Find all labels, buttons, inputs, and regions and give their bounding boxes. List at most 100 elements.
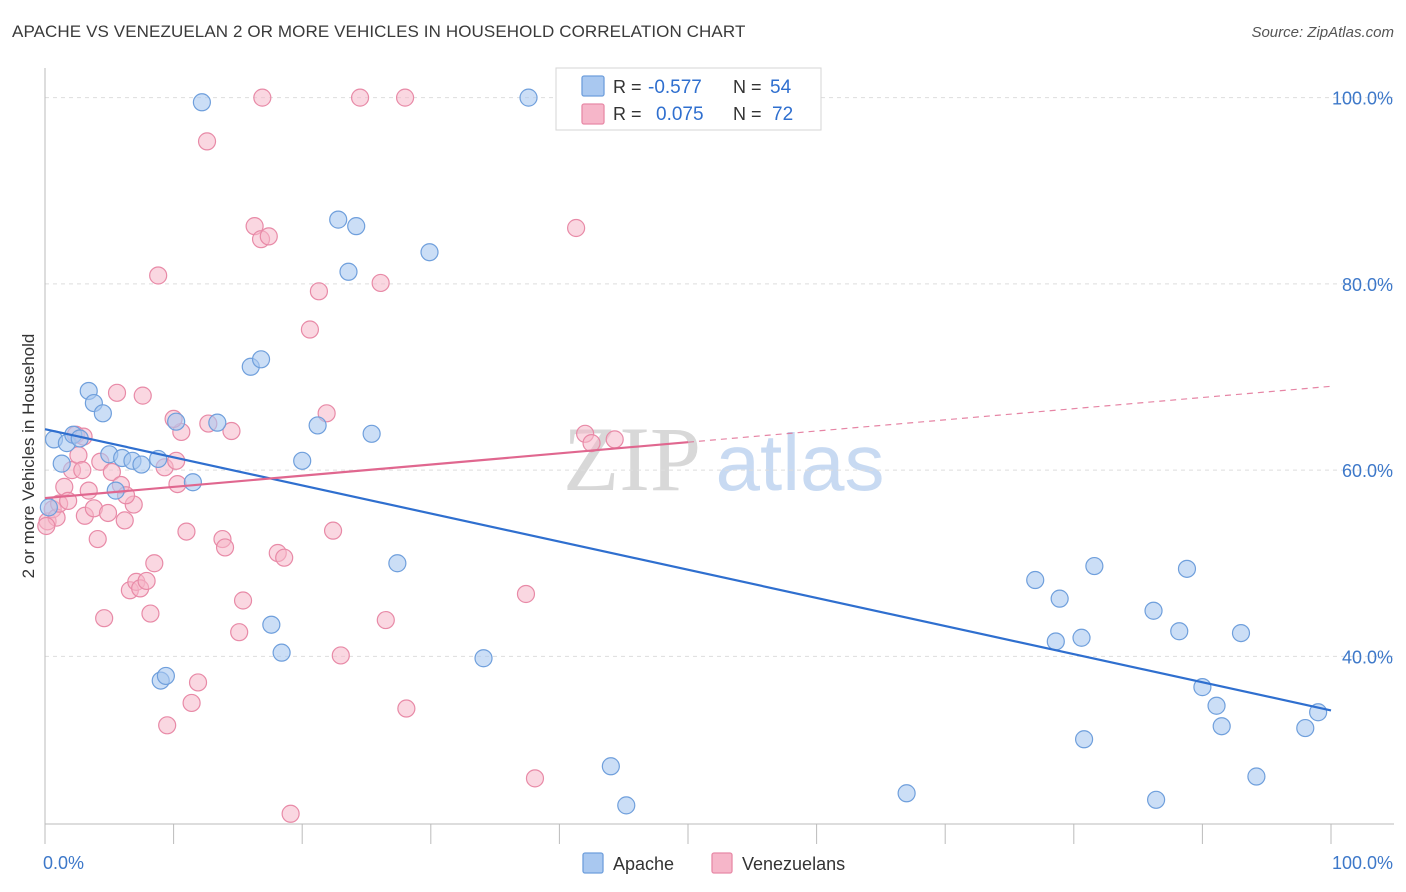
y-tick-label-100: 100.0% bbox=[1332, 89, 1393, 109]
apache-point-2 bbox=[52, 454, 71, 473]
bottom-legend: Apache Venezuelans bbox=[582, 852, 845, 874]
apache-point-23 bbox=[262, 615, 281, 634]
venezuelans-trend-line-extension bbox=[687, 385, 1332, 443]
apache-point-13 bbox=[132, 455, 151, 474]
venezuelans-point-51 bbox=[300, 320, 320, 339]
venezuelans-point-38 bbox=[188, 673, 208, 692]
apache-point-53 bbox=[1296, 718, 1315, 738]
legend-n-value-venezuelans: 72 bbox=[772, 104, 793, 125]
apache-point-8 bbox=[93, 404, 112, 423]
legend-box: R = -0.577 N = 54 R = 0.075 N = 72 bbox=[555, 67, 822, 131]
y-axis-label: 2 or more Vehicles in Household bbox=[19, 334, 38, 579]
venezuelans-point-43 bbox=[230, 623, 249, 642]
legend-n-value-apache: 54 bbox=[770, 77, 792, 98]
venezuelans-point-50 bbox=[281, 804, 300, 823]
venezuelans-point-13 bbox=[88, 529, 107, 549]
apache-point-43 bbox=[1085, 556, 1104, 576]
apache-point-27 bbox=[329, 210, 348, 229]
venezuelans-point-66 bbox=[253, 88, 272, 107]
x-tick-label-max: 100.0% bbox=[1332, 853, 1393, 873]
legend-swatch-apache bbox=[581, 75, 605, 97]
apache-point-0 bbox=[39, 498, 58, 517]
venezuelans-point-55 bbox=[331, 646, 350, 665]
venezuelans-point-37 bbox=[182, 693, 201, 713]
venezuelans-point-44 bbox=[233, 591, 253, 610]
chart-title: APACHE VS VENEZUELAN 2 OR MORE VEHICLES … bbox=[12, 22, 746, 41]
apache-point-22 bbox=[251, 350, 271, 369]
apache-point-50 bbox=[1212, 717, 1231, 736]
x-tick-label-min: 0.0% bbox=[43, 853, 84, 873]
legend-r-value-apache: -0.577 bbox=[648, 77, 702, 98]
legend-n-label-apache: N = bbox=[733, 77, 762, 97]
apache-point-41 bbox=[1072, 628, 1091, 647]
venezuelans-point-54 bbox=[323, 521, 343, 540]
venezuelans-point-41 bbox=[215, 538, 235, 557]
venezuelans-point-15 bbox=[95, 609, 114, 628]
bottom-legend-apache: Apache bbox=[613, 854, 674, 874]
venezuelans-point-18 bbox=[107, 383, 127, 402]
venezuelans-point-17 bbox=[102, 462, 121, 482]
venezuelans-point-26 bbox=[137, 571, 156, 591]
apache-point-16 bbox=[156, 666, 175, 686]
bottom-legend-swatch-apache bbox=[582, 852, 604, 874]
legend-r-label-apache: R = bbox=[613, 77, 642, 97]
apache-point-52 bbox=[1247, 767, 1266, 786]
tick-labels: 40.0% 60.0% 80.0% 100.0% 0.0% 100.0% bbox=[43, 89, 1393, 873]
venezuelans-point-68 bbox=[376, 610, 395, 630]
source-label: Source: ZipAtlas.com bbox=[1251, 24, 1394, 41]
apache-point-44 bbox=[1144, 601, 1163, 620]
venezuelans-point-33 bbox=[167, 451, 186, 470]
apache-point-24 bbox=[272, 643, 291, 662]
venezuelans-point-65 bbox=[197, 132, 217, 151]
venezuelans-point-27 bbox=[141, 604, 160, 623]
venezuelans-point-57 bbox=[371, 273, 390, 293]
apache-point-36 bbox=[617, 796, 636, 815]
apache-point-19 bbox=[192, 93, 211, 112]
venezuelans-point-35 bbox=[177, 522, 196, 541]
apache-point-51 bbox=[1231, 623, 1251, 643]
apache-trend-line bbox=[44, 428, 1332, 712]
venezuelans-trend-line bbox=[44, 441, 689, 500]
apache-point-18 bbox=[183, 473, 202, 492]
venezuelans-point-42 bbox=[222, 421, 241, 441]
venezuelans-point-59 bbox=[516, 584, 536, 604]
apache-point-33 bbox=[474, 649, 493, 668]
venezuelans-point-16 bbox=[98, 503, 118, 523]
apache-point-42 bbox=[1074, 730, 1094, 749]
legend-r-label-venezuelans: R = bbox=[613, 104, 642, 124]
apache-point-35 bbox=[601, 757, 620, 776]
apache-point-47 bbox=[1177, 559, 1197, 578]
venezuelans-point-25 bbox=[133, 386, 152, 405]
venezuelans-point-49 bbox=[275, 548, 294, 567]
venezuelans-point-52 bbox=[309, 282, 329, 301]
venezuelans-point-11 bbox=[79, 481, 98, 500]
trend-lines bbox=[44, 385, 1332, 712]
venezuelans-point-47 bbox=[259, 227, 278, 246]
venezuelans-point-58 bbox=[397, 699, 416, 718]
apache-point-25 bbox=[293, 451, 312, 470]
venezuelans-point-31 bbox=[158, 716, 177, 735]
legend-swatch-venezuelans bbox=[581, 103, 605, 125]
apache-point-46 bbox=[1170, 622, 1189, 641]
apache-point-29 bbox=[347, 217, 366, 236]
axes bbox=[44, 68, 1394, 844]
apache-point-20 bbox=[208, 413, 227, 432]
apache-point-38 bbox=[1026, 570, 1045, 590]
apache-point-34 bbox=[519, 88, 538, 107]
bottom-legend-venezuelans: Venezuelans bbox=[742, 854, 845, 874]
venezuelans-point-53 bbox=[317, 404, 336, 423]
venezuelans-point-64 bbox=[605, 430, 624, 449]
y-tick-label-60: 60.0% bbox=[1342, 461, 1393, 481]
venezuelans-point-29 bbox=[149, 266, 168, 285]
watermark-zip: ZIP bbox=[563, 408, 701, 510]
apache-point-28 bbox=[339, 262, 358, 281]
venezuelans-point-60 bbox=[525, 769, 545, 788]
venezuelans-point-32 bbox=[168, 474, 187, 494]
apache-points bbox=[39, 88, 1328, 815]
watermark-atlas: atlas bbox=[716, 418, 885, 507]
apache-point-45 bbox=[1147, 790, 1166, 809]
apache-point-37 bbox=[897, 784, 916, 803]
apache-point-17 bbox=[167, 412, 186, 431]
legend-n-label-venezuelans: N = bbox=[733, 104, 762, 124]
